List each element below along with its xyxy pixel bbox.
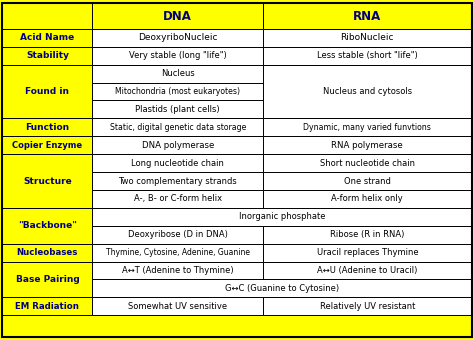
Bar: [92, 279, 472, 298]
Bar: [2, 298, 92, 315]
Text: RiboNucleic: RiboNucleic: [341, 33, 394, 42]
Text: Short nucleotide chain: Short nucleotide chain: [320, 159, 415, 168]
Bar: [2, 136, 92, 154]
Bar: [2, 47, 92, 65]
Text: DeoxyriboNucleic: DeoxyriboNucleic: [138, 33, 218, 42]
Text: DNA polymerase: DNA polymerase: [142, 141, 214, 150]
Text: Very stable (long "life"): Very stable (long "life"): [129, 51, 227, 60]
Bar: [2, 65, 92, 118]
Text: Base Pairing: Base Pairing: [16, 275, 79, 284]
Text: Static, digital genetic data storage: Static, digital genetic data storage: [109, 123, 246, 132]
Text: RNA: RNA: [353, 10, 382, 23]
Text: Deoxyribose (D in DNA): Deoxyribose (D in DNA): [128, 230, 228, 239]
Text: Relatively UV resistant: Relatively UV resistant: [319, 302, 415, 311]
Text: Ribose (R in RNA): Ribose (R in RNA): [330, 230, 404, 239]
Bar: [263, 65, 472, 118]
Text: Mitochondria (most eukaryotes): Mitochondria (most eukaryotes): [115, 87, 240, 96]
Text: Uracil replaces Thymine: Uracil replaces Thymine: [317, 248, 418, 257]
Bar: [263, 298, 472, 315]
Text: A-form helix only: A-form helix only: [331, 194, 403, 203]
Text: Inorganic phosphate: Inorganic phosphate: [239, 212, 325, 221]
Bar: [92, 154, 263, 172]
Text: One strand: One strand: [344, 176, 391, 186]
Text: DNA: DNA: [164, 10, 192, 23]
Bar: [263, 226, 472, 244]
Bar: [92, 101, 263, 118]
Text: Nucleobases: Nucleobases: [17, 248, 78, 257]
Text: A-, B- or C-form helix: A-, B- or C-form helix: [134, 194, 222, 203]
Bar: [92, 29, 263, 47]
Text: Less stable (short "life"): Less stable (short "life"): [317, 51, 418, 60]
Text: Thymine, Cytosine, Adenine, Guanine: Thymine, Cytosine, Adenine, Guanine: [106, 248, 250, 257]
Bar: [2, 118, 92, 136]
Text: Acid Name: Acid Name: [20, 33, 74, 42]
Bar: [263, 47, 472, 65]
Bar: [92, 172, 263, 190]
Bar: [2, 244, 92, 261]
Bar: [92, 298, 263, 315]
Bar: [92, 65, 263, 83]
Bar: [263, 136, 472, 154]
Text: EM Radiation: EM Radiation: [16, 302, 79, 311]
Bar: [2, 29, 92, 47]
Text: Dynamic, many varied funvtions: Dynamic, many varied funvtions: [303, 123, 431, 132]
Text: Plastids (plant cells): Plastids (plant cells): [136, 105, 220, 114]
Bar: [92, 244, 263, 261]
Text: Nucleus and cytosols: Nucleus and cytosols: [323, 87, 412, 96]
Bar: [2, 154, 92, 208]
Bar: [2, 208, 92, 244]
Text: Stability: Stability: [26, 51, 69, 60]
Bar: [92, 136, 263, 154]
Text: "Backbone": "Backbone": [18, 221, 77, 230]
Bar: [92, 226, 263, 244]
Bar: [92, 261, 263, 279]
Bar: [263, 118, 472, 136]
Text: G↔C (Guanine to Cytosine): G↔C (Guanine to Cytosine): [225, 284, 339, 293]
Bar: [263, 154, 472, 172]
Bar: [2, 3, 92, 29]
Bar: [92, 83, 263, 101]
Bar: [263, 261, 472, 279]
Bar: [263, 244, 472, 261]
Text: Two complementary strands: Two complementary strands: [118, 176, 237, 186]
Text: Copier Enzyme: Copier Enzyme: [12, 141, 82, 150]
Text: Somewhat UV sensitive: Somewhat UV sensitive: [128, 302, 228, 311]
Bar: [92, 190, 263, 208]
Text: RNA polymerase: RNA polymerase: [331, 141, 403, 150]
Text: A↔T (Adenine to Thymine): A↔T (Adenine to Thymine): [122, 266, 234, 275]
Text: Found in: Found in: [26, 87, 69, 96]
Bar: [92, 208, 472, 226]
Text: Function: Function: [25, 123, 70, 132]
Bar: [2, 261, 92, 298]
Bar: [263, 190, 472, 208]
Bar: [92, 3, 263, 29]
Text: A↔U (Adenine to Uracil): A↔U (Adenine to Uracil): [317, 266, 418, 275]
Bar: [263, 3, 472, 29]
Bar: [92, 47, 263, 65]
Bar: [263, 29, 472, 47]
Bar: [263, 172, 472, 190]
Text: Structure: Structure: [23, 176, 72, 186]
Bar: [92, 118, 263, 136]
Text: Nucleus: Nucleus: [161, 69, 195, 78]
Text: Long nucleotide chain: Long nucleotide chain: [131, 159, 224, 168]
